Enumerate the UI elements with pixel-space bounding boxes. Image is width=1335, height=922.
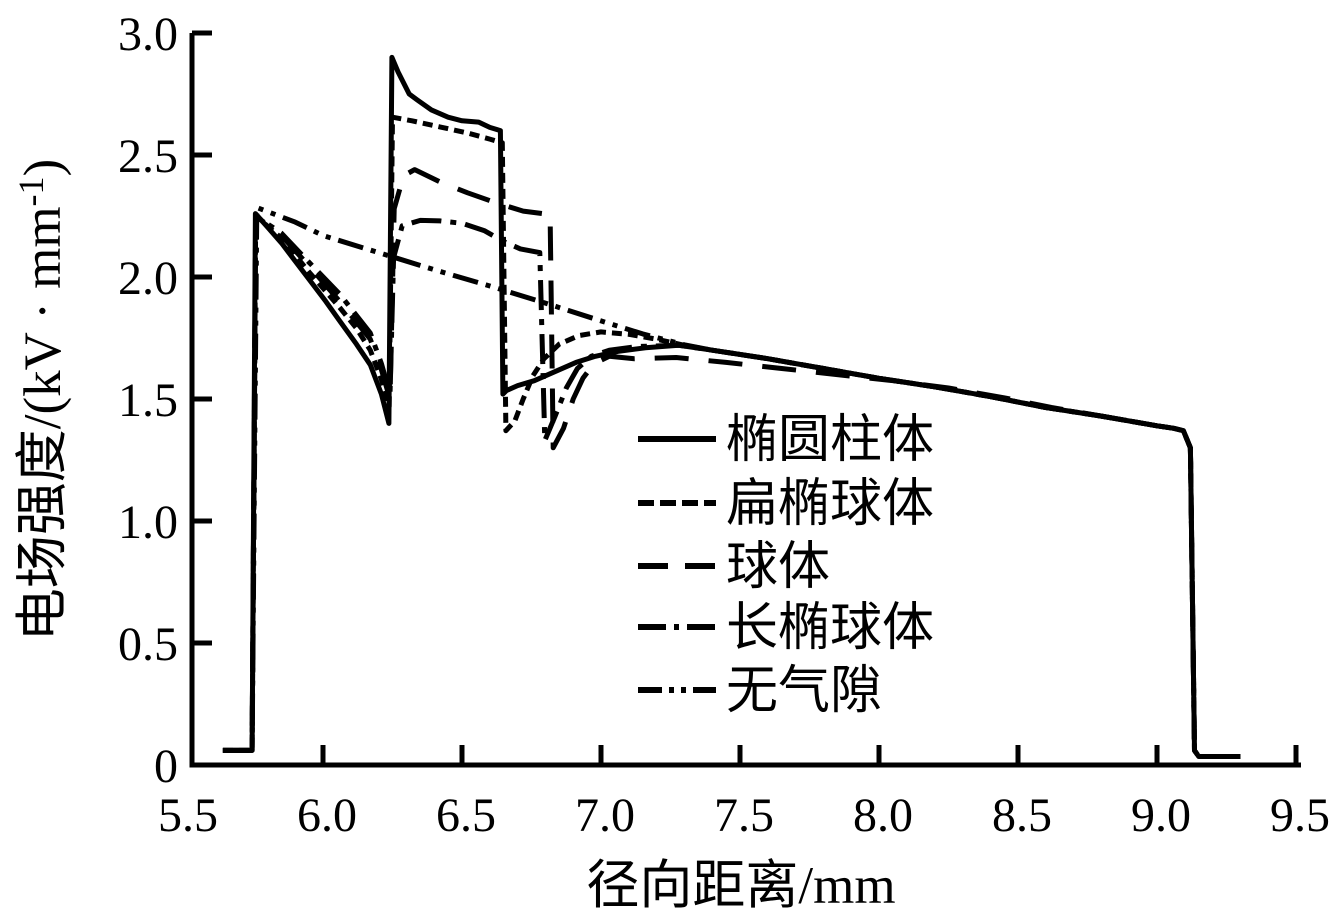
y-tick-label: 0	[154, 740, 178, 793]
series-line-dotted	[222, 114, 1241, 759]
plot-area: 0 0.5 1.0 1.5 2.0 2.5 3.0 5.5 6.0 6.5 7.0 7.5 8.0 8.5…	[118, 8, 1330, 842]
y-tick-label: 2.5	[118, 130, 178, 183]
y-tick-label: 3.0	[118, 8, 178, 61]
x-tick-label: 9.0	[1131, 789, 1191, 842]
legend-label: 扁椭球体	[726, 476, 934, 533]
legend-label: 椭圆柱体	[726, 412, 934, 469]
series-line-dashed	[222, 167, 1241, 759]
x-axis-label: 径向距离/mm	[586, 857, 895, 915]
y-tick-label: 1.5	[118, 374, 178, 427]
legend-item: 椭圆柱体	[638, 412, 934, 469]
legend-item: 扁椭球体	[638, 476, 934, 533]
x-tick-label: 8.0	[853, 789, 913, 842]
x-tick-label: 9.5	[1270, 789, 1330, 842]
series-line-dashdot	[222, 213, 1241, 759]
legend-item: 长椭球体	[638, 600, 934, 657]
legend-item: 球体	[638, 539, 830, 596]
x-tick-label: 7.5	[714, 789, 774, 842]
y-tick-label: 0.5	[118, 618, 178, 671]
legend-label: 无气隙	[726, 663, 882, 720]
y-tick-label: 2.0	[118, 252, 178, 305]
x-tick-label: 7.0	[575, 789, 635, 842]
legend-item: 无气隙	[638, 663, 882, 720]
y-tick-label: 1.0	[118, 496, 178, 549]
legend-label: 球体	[726, 539, 830, 596]
legend-label: 长椭球体	[726, 600, 934, 657]
series-line-dashdotdot	[222, 205, 1241, 759]
x-tick-label: 6.5	[436, 789, 496, 842]
x-tick-label: 8.5	[992, 789, 1052, 842]
x-tick-label: 5.5	[158, 789, 218, 842]
y-axis-label: 电场强度/(kV · mm-1)	[11, 159, 72, 641]
x-tick-label: 6.0	[297, 789, 357, 842]
